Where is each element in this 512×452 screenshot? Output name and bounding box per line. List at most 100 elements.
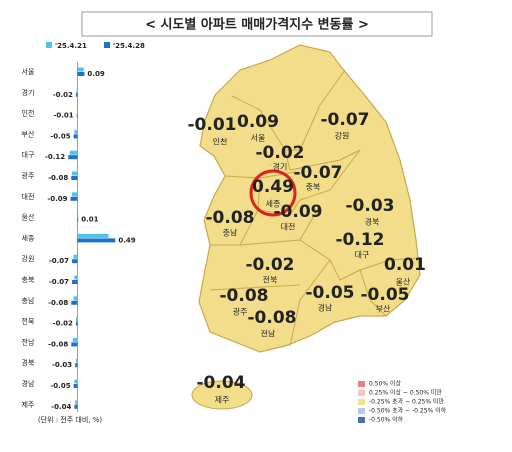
bar bbox=[72, 259, 78, 264]
category-label: 전북 bbox=[22, 317, 35, 326]
bar bbox=[71, 176, 78, 180]
region-value: -0.02 bbox=[256, 143, 305, 163]
bar bbox=[72, 192, 78, 197]
bar bbox=[77, 72, 85, 76]
map-legend-label: -0.50% 초과 ~ -0.25% 이하 bbox=[369, 407, 447, 415]
bar bbox=[77, 233, 109, 238]
region-name: 충북 bbox=[306, 183, 321, 192]
value-label: -0.07 bbox=[49, 257, 69, 265]
highlight-circle bbox=[249, 169, 297, 217]
map-legend-swatch bbox=[358, 399, 365, 405]
category-label: 대전 bbox=[22, 192, 35, 201]
category-label: 경남 bbox=[22, 379, 35, 388]
map-legend-label: -0.50% 이하 bbox=[369, 416, 404, 424]
region-name: 경기 bbox=[273, 162, 288, 172]
region-name: 인천 bbox=[213, 137, 228, 147]
value-label: 0.01 bbox=[81, 216, 98, 224]
region-value: 0.09 bbox=[237, 112, 279, 132]
category-label: 경기 bbox=[22, 88, 35, 97]
bar bbox=[71, 342, 78, 347]
region-value: -0.07 bbox=[321, 110, 370, 130]
title: < 시도별 아파트 매매가격지수 변동률 > bbox=[145, 17, 369, 33]
bar bbox=[77, 217, 79, 222]
value-label: -0.05 bbox=[50, 382, 70, 390]
category-label: 전남 bbox=[22, 337, 35, 346]
region-value: -0.12 bbox=[336, 230, 385, 250]
bar bbox=[74, 379, 78, 384]
value-label: -0.08 bbox=[48, 174, 68, 182]
bar bbox=[76, 113, 78, 118]
bar bbox=[72, 171, 78, 176]
value-label: -0.01 bbox=[54, 112, 74, 120]
region-name: 전남 bbox=[261, 329, 276, 339]
value-label: -0.04 bbox=[51, 403, 71, 411]
value-label: 0.49 bbox=[118, 236, 135, 244]
region-value: -0.08 bbox=[206, 208, 255, 228]
bar bbox=[72, 337, 78, 342]
value-label: -0.12 bbox=[45, 153, 65, 161]
region-borders bbox=[209, 69, 419, 347]
bar bbox=[73, 384, 78, 388]
bar bbox=[75, 317, 78, 322]
map-legend-label: -0.25% 초과 ~ 0.25% 미만 bbox=[369, 398, 445, 406]
region-value: -0.08 bbox=[220, 286, 269, 306]
region-value: -0.04 bbox=[197, 373, 246, 393]
bar bbox=[73, 134, 78, 139]
region-value: -0.02 bbox=[246, 255, 295, 275]
map-legend-label: 0.50% 이상 bbox=[369, 380, 401, 388]
region-name: 경남 bbox=[318, 303, 333, 313]
region-name: 대전 bbox=[281, 222, 296, 232]
region-name: 광주 bbox=[233, 307, 248, 317]
category-label: 제주 bbox=[22, 401, 35, 409]
bar bbox=[74, 404, 78, 409]
value-label: -0.08 bbox=[48, 299, 68, 307]
bar bbox=[74, 275, 78, 280]
value-label: -0.09 bbox=[47, 195, 67, 203]
bar bbox=[76, 88, 78, 93]
region-value: -0.09 bbox=[274, 202, 323, 222]
bar bbox=[73, 254, 78, 259]
title-box bbox=[81, 11, 433, 37]
mainland bbox=[198, 44, 421, 353]
bar bbox=[75, 92, 78, 97]
legend-swatch bbox=[46, 42, 52, 48]
value-label: 0.09 bbox=[87, 70, 104, 78]
region-name: 전북 bbox=[263, 275, 278, 285]
legend-swatch bbox=[104, 42, 110, 48]
region-value: -0.03 bbox=[346, 196, 395, 216]
value-label: -0.02 bbox=[53, 320, 73, 328]
region-name: 충남 bbox=[223, 229, 238, 238]
category-label: 강원 bbox=[22, 254, 35, 263]
bar bbox=[77, 238, 116, 243]
map bbox=[191, 44, 421, 410]
category-label: 광주 bbox=[22, 172, 35, 180]
category-label: 경북 bbox=[22, 358, 35, 367]
region-value: -0.08 bbox=[248, 308, 297, 328]
bar bbox=[77, 109, 79, 114]
bar bbox=[69, 150, 78, 155]
region-name: 세종 bbox=[266, 200, 281, 209]
legend-label: '25.4.28 bbox=[113, 42, 145, 50]
region-name: 제주 bbox=[215, 396, 230, 405]
region-name: 대구 bbox=[355, 251, 370, 260]
legend-label: '25.4.21 bbox=[55, 42, 87, 50]
region-value: 0.01 bbox=[384, 255, 426, 275]
map-legend-label: 0.25% 이상 ~ 0.50% 미만 bbox=[369, 389, 442, 397]
bar bbox=[72, 280, 78, 284]
unit-note: (단위 : 전주 대비, %) bbox=[38, 415, 103, 424]
bar bbox=[75, 358, 78, 363]
region-value: -0.07 bbox=[294, 163, 343, 183]
bar bbox=[75, 363, 78, 368]
map-legend-swatch bbox=[358, 417, 365, 423]
region-value: -0.05 bbox=[306, 283, 355, 303]
bar bbox=[77, 67, 84, 72]
value-label: -0.02 bbox=[53, 91, 73, 99]
region-value: 0.49 bbox=[252, 177, 294, 197]
bar bbox=[70, 196, 78, 201]
region-value: -0.05 bbox=[361, 285, 410, 305]
value-label: -0.05 bbox=[50, 132, 70, 140]
region-value: -0.01 bbox=[188, 115, 237, 135]
category-label: 서울 bbox=[22, 67, 35, 76]
bar bbox=[75, 321, 78, 326]
